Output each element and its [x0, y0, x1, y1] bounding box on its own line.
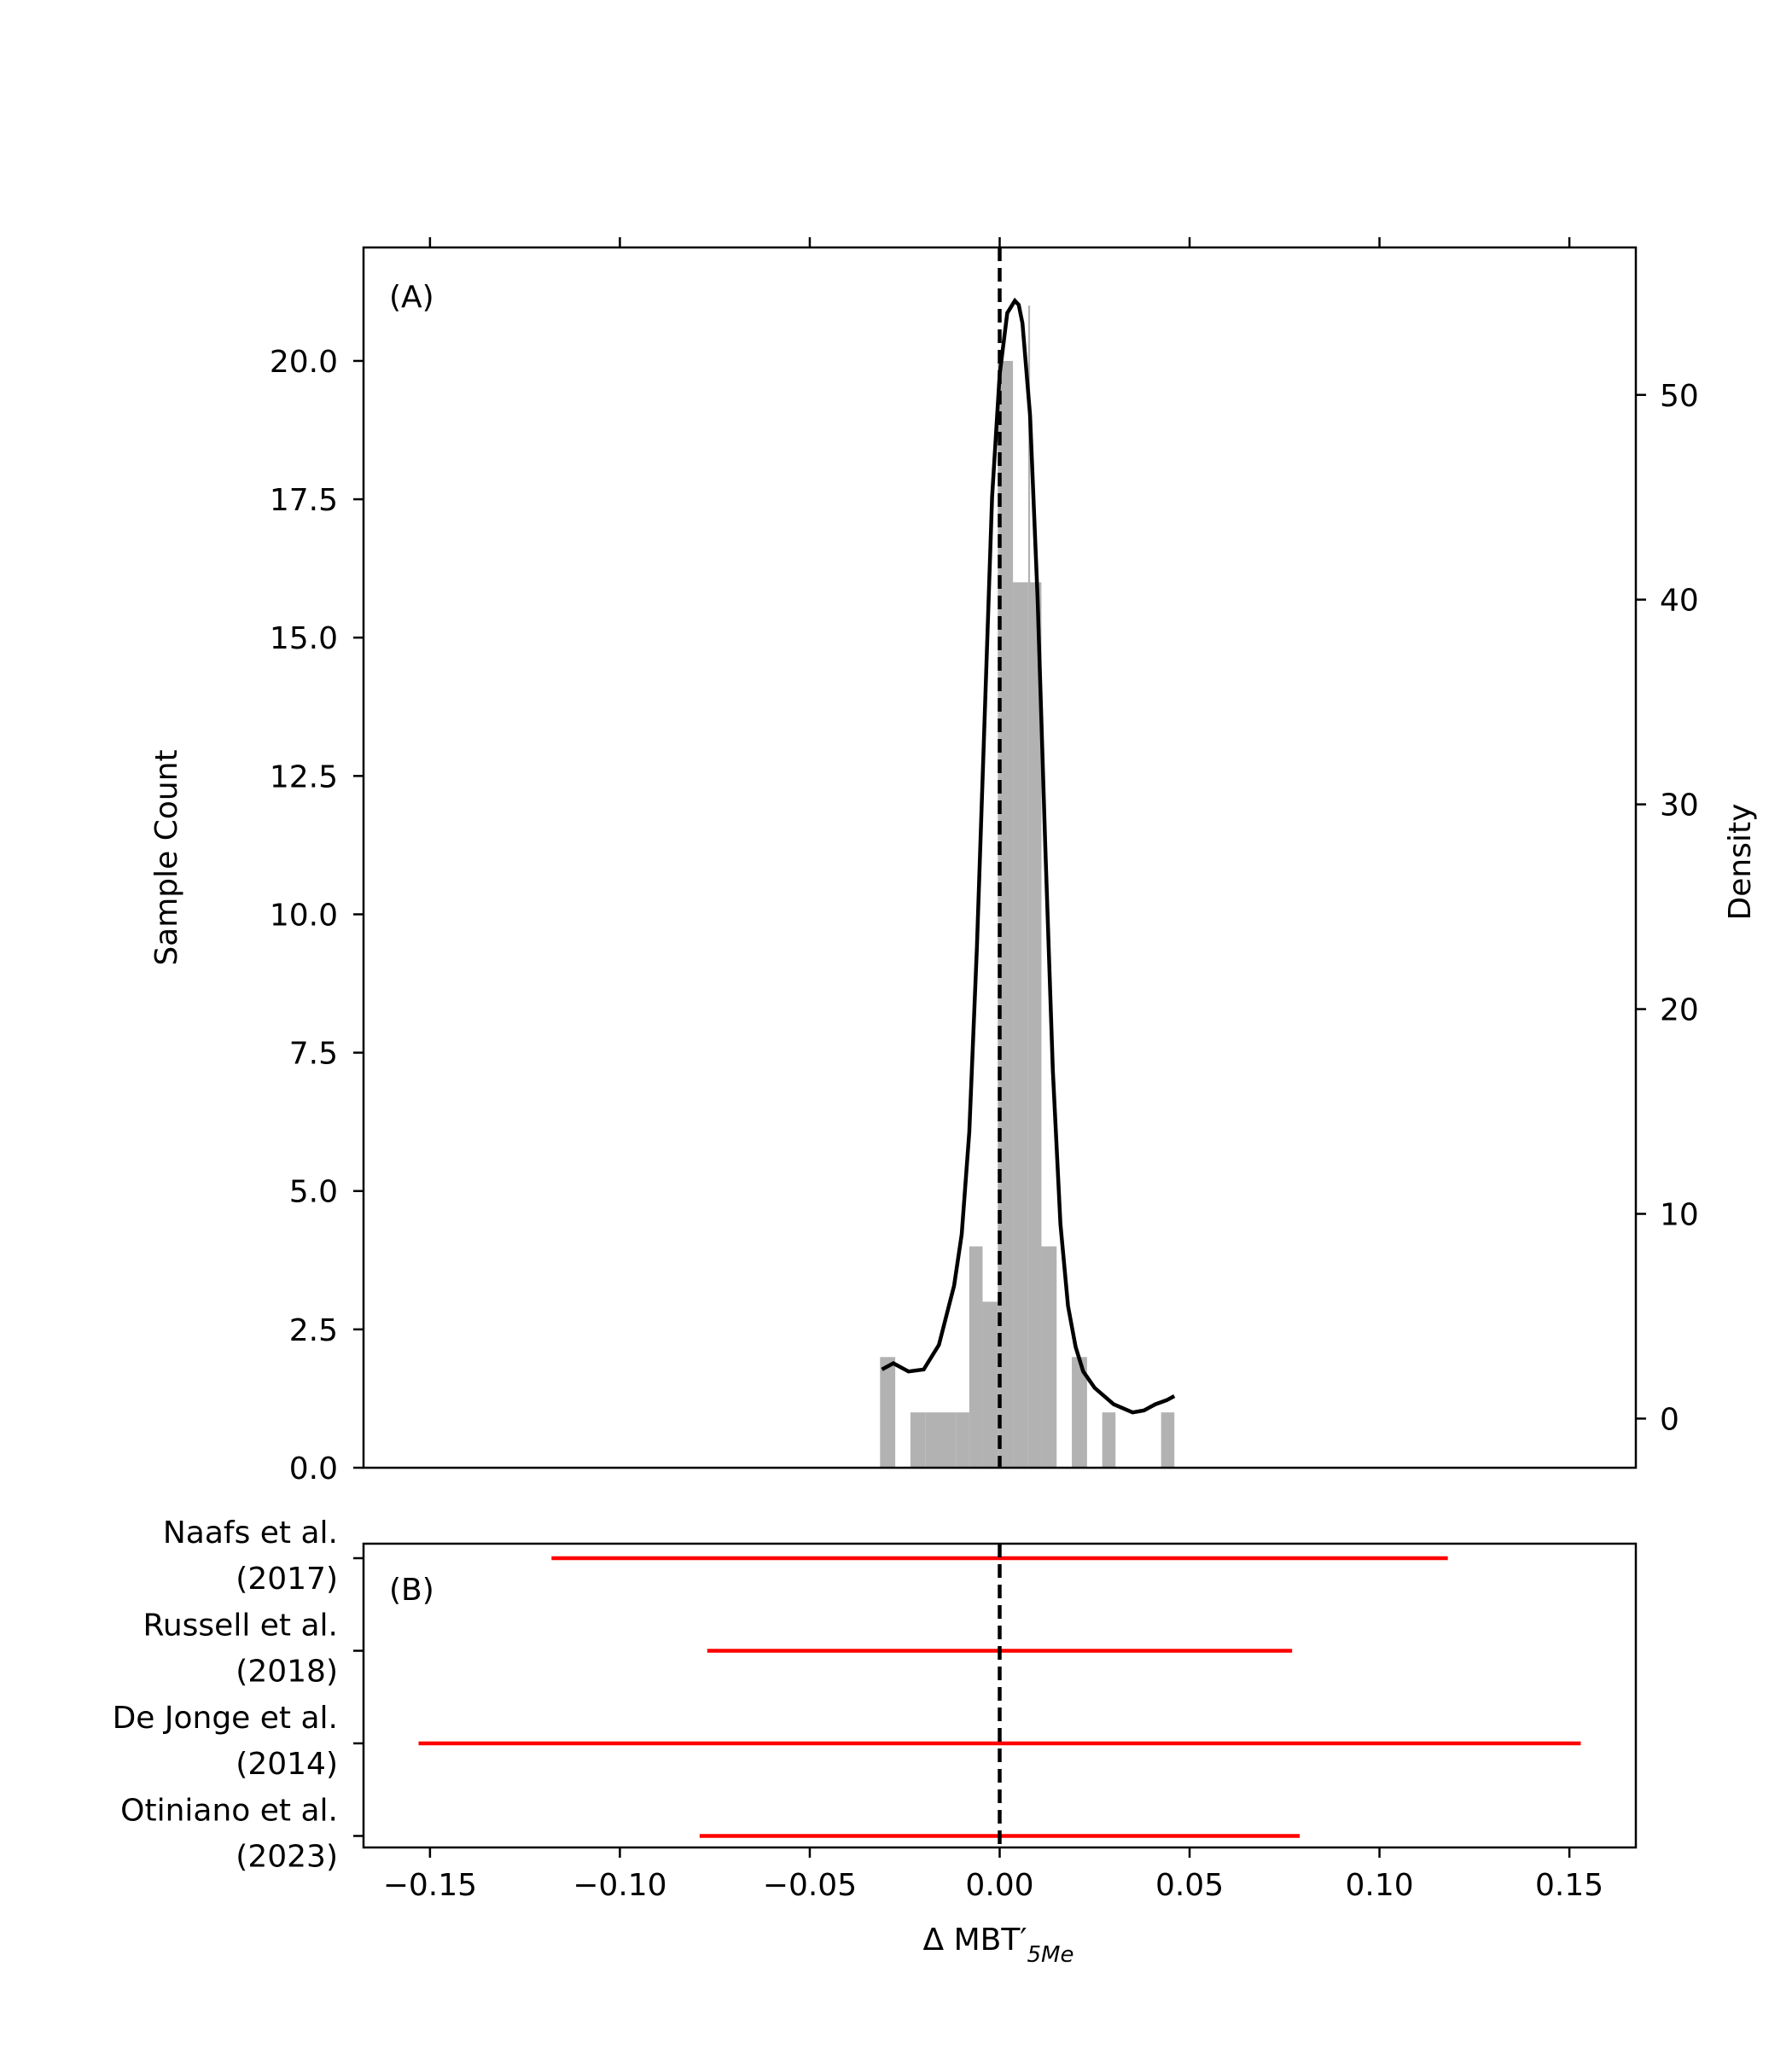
histogram-bar	[1027, 582, 1042, 1468]
y-tick-label: 10.0	[270, 898, 338, 933]
panel-a: 0.0 2.5 5.0 7.5 10.0 12.5 15.0 17.5 20.0 0 10 20 30…	[149, 237, 1758, 1487]
x-tick-label: 0.00	[965, 1868, 1033, 1903]
histogram-bar	[1072, 1357, 1087, 1468]
study-year-label: (2023)	[236, 1840, 338, 1875]
histogram-bar	[1102, 1412, 1116, 1468]
histogram-bar	[956, 1412, 969, 1468]
x-ticks: −0.15 −0.10 −0.05 0.00 0.05 0.10 0.15	[383, 1847, 1603, 1903]
study-name-label: Otiniano et al.	[120, 1794, 338, 1829]
histogram-bars	[880, 305, 1175, 1469]
right-y-tick-label: 10	[1660, 1197, 1699, 1232]
x-tick-label: 0.05	[1155, 1868, 1224, 1903]
study-year-label: (2018)	[236, 1655, 338, 1690]
histogram-bar	[969, 1246, 983, 1468]
y-tick-label: 17.5	[270, 483, 338, 518]
x-tick-label: −0.10	[573, 1868, 666, 1903]
histogram-bar	[1027, 305, 1031, 1469]
density-curve	[881, 297, 1176, 1415]
y-tick-label: 15.0	[270, 621, 338, 656]
x-tick-label: 0.10	[1345, 1868, 1413, 1903]
right-y-tick-label: 50	[1660, 379, 1699, 414]
y-tick-label: 12.5	[270, 759, 338, 794]
histogram-bar	[1013, 582, 1028, 1468]
histogram-bar	[925, 1412, 941, 1468]
y-axis-label: Sample Count	[149, 749, 184, 965]
histogram-bar	[1041, 1246, 1057, 1468]
histogram-bar	[1161, 1412, 1175, 1468]
study-labels: Naafs et al. (2017) Russell et al. (2018) De…	[113, 1516, 364, 1875]
study-year-label: (2017)	[236, 1562, 338, 1597]
x-tick-label: −0.05	[763, 1868, 857, 1903]
x-tick-label: −0.15	[383, 1868, 477, 1903]
panel-b-label: (B)	[389, 1573, 434, 1608]
left-y-ticks: 0.0 2.5 5.0 7.5 10.0 12.5 15.0 17.5 20.0	[270, 345, 364, 1487]
x-axis-label: Δ MBT′5Me	[923, 1923, 1074, 1968]
right-y-axis-label: Density	[1723, 804, 1758, 921]
top-x-ticks	[428, 237, 1571, 247]
y-tick-label: 7.5	[289, 1037, 338, 1072]
panel-a-label: (A)	[389, 280, 434, 315]
x-axis-label-main: Δ MBT′	[923, 1923, 1027, 1958]
right-y-tick-label: 0	[1660, 1402, 1679, 1437]
study-name-label: Naafs et al.	[163, 1516, 338, 1551]
panel-b: Naafs et al. (2017) Russell et al. (2018) De…	[113, 1516, 1638, 1968]
x-tick-label: 0.15	[1535, 1868, 1603, 1903]
study-year-label: (2014)	[236, 1747, 338, 1782]
y-tick-label: 2.5	[289, 1313, 338, 1348]
y-tick-label: 5.0	[289, 1175, 338, 1210]
right-y-ticks: 0 10 20 30 40 50	[1636, 379, 1699, 1437]
histogram-bar	[910, 1412, 926, 1468]
study-name-label: De Jonge et al.	[113, 1701, 338, 1736]
right-y-tick-label: 40	[1660, 584, 1699, 619]
histogram-bar	[880, 1357, 896, 1468]
y-tick-label: 20.0	[270, 345, 338, 380]
right-y-tick-label: 30	[1660, 788, 1699, 823]
histogram-bar	[940, 1412, 957, 1468]
x-axis-label-subscript: 5Me	[1027, 1942, 1074, 1968]
histogram-bar	[982, 1301, 998, 1468]
y-tick-label: 0.0	[289, 1452, 338, 1487]
right-y-tick-label: 20	[1660, 993, 1699, 1028]
study-name-label: Russell et al.	[143, 1609, 338, 1644]
